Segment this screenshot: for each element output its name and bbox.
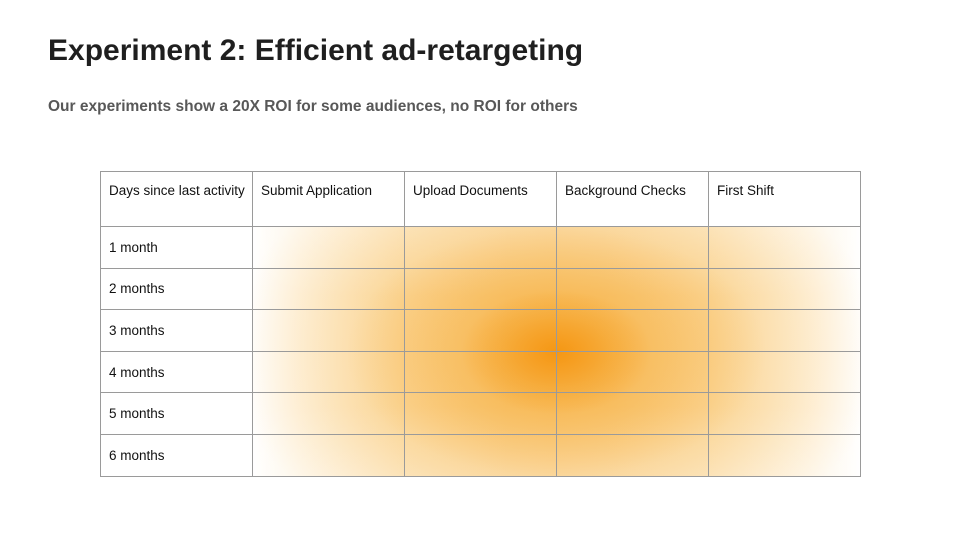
row-label-1-month: 1 month	[100, 226, 253, 269]
heat-cell	[556, 350, 709, 394]
slide-subtitle: Our experiments show a 20X ROI for some …	[48, 98, 578, 115]
table-row: 4 months	[100, 350, 861, 394]
heat-cell	[252, 309, 405, 352]
heat-cell	[252, 350, 405, 394]
slide-title: Experiment 2: Efficient ad-retargeting	[48, 34, 584, 67]
row-label-2-months: 2 months	[100, 267, 253, 311]
heat-cell	[708, 350, 861, 394]
roi-heatmap-table: Days since last activity Submit Applicat…	[100, 171, 861, 477]
heat-cell	[252, 267, 405, 311]
table-row: 6 months	[100, 433, 861, 477]
heat-cell	[556, 226, 709, 269]
heat-cell	[252, 392, 405, 435]
row-label-4-months: 4 months	[100, 350, 253, 394]
table-row: 5 months	[100, 392, 861, 435]
header-upload-documents: Upload Documents	[404, 171, 557, 227]
heat-cell	[556, 309, 709, 352]
heat-cell	[404, 267, 557, 311]
header-days-since-last-activity: Days since last activity	[100, 171, 253, 227]
header-submit-application: Submit Application	[252, 171, 405, 227]
heat-cell	[556, 433, 709, 477]
heat-cell	[404, 309, 557, 352]
heat-cell	[252, 433, 405, 477]
header-first-shift: First Shift	[708, 171, 861, 227]
heat-cell	[404, 433, 557, 477]
table-header-row: Days since last activity Submit Applicat…	[100, 171, 861, 227]
table-row: 2 months	[100, 267, 861, 311]
row-label-6-months: 6 months	[100, 433, 253, 477]
heat-cell	[708, 226, 861, 269]
table-row: 3 months	[100, 309, 861, 352]
funnel-stage-table: Days since last activity Submit Applicat…	[100, 171, 861, 477]
heat-cell	[404, 392, 557, 435]
row-label-5-months: 5 months	[100, 392, 253, 435]
heat-cell	[252, 226, 405, 269]
row-label-3-months: 3 months	[100, 309, 253, 352]
heat-cell	[708, 309, 861, 352]
heat-cell	[708, 433, 861, 477]
table-row: 1 month	[100, 226, 861, 269]
heat-cell	[708, 392, 861, 435]
header-background-checks: Background Checks	[556, 171, 709, 227]
heat-cell	[708, 267, 861, 311]
heat-cell	[404, 350, 557, 394]
heat-cell	[556, 267, 709, 311]
heat-cell	[404, 226, 557, 269]
heat-cell	[556, 392, 709, 435]
